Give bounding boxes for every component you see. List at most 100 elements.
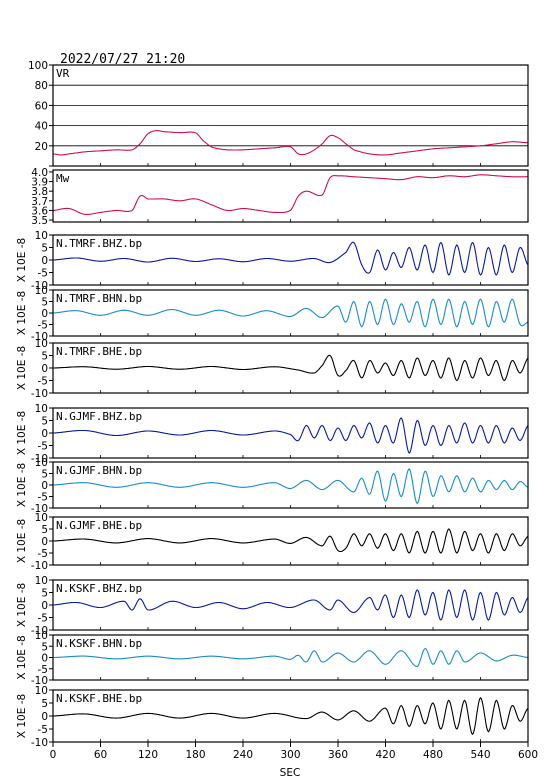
y-tick-label: 3.9: [31, 177, 48, 189]
series-label: VR: [56, 67, 70, 80]
panel-frame: [52, 169, 529, 223]
series-label: N.GJMF.BHZ.bp: [56, 410, 142, 423]
y-axis-label: X 10E -8: [16, 583, 28, 627]
y-tick-label: 10: [35, 685, 48, 697]
panel-0: 20 40 60 80 100 VR: [28, 60, 529, 167]
series-label: N.KSKF.BHZ.bp: [56, 582, 142, 595]
y-tick-label: 100: [28, 60, 48, 72]
y-tick-label: 10: [35, 230, 48, 242]
y-tick-label: 5: [41, 416, 48, 428]
series-line: [53, 174, 528, 215]
x-tick-label: 0: [50, 749, 57, 761]
y-tick-label: 5: [41, 351, 48, 363]
series-line: [53, 528, 529, 554]
y-axis-label: X 10E -8: [16, 346, 28, 390]
series-line: [53, 130, 529, 156]
series-label: N.TMRF.BHN.bp: [56, 292, 142, 305]
y-tick-label: 0: [41, 363, 48, 375]
y-tick-label: 4.0: [31, 167, 48, 179]
y-tick-label: 0: [41, 600, 48, 612]
y-tick-label: -10: [31, 737, 48, 749]
y-tick-label: -10: [31, 331, 48, 343]
series-label: N.GJMF.BHE.bp: [56, 519, 142, 532]
series-line: [53, 647, 529, 668]
y-tick-label: 5: [41, 297, 48, 309]
x-tick-label: 360: [328, 749, 348, 761]
y-tick-label: 0: [41, 428, 48, 440]
y-axis-label: X 10E -8: [16, 238, 28, 282]
y-axis-label: X 10E -8: [16, 694, 28, 738]
series-line: [53, 354, 529, 382]
y-tick-label: 5: [41, 469, 48, 481]
series-label: Mw: [56, 172, 70, 185]
x-axis: 0 60 120 180 240 300 360 420 480 540 600: [50, 742, 538, 761]
x-axis-label: SEC: [280, 767, 301, 779]
y-tick-label: -5: [38, 613, 48, 625]
series-label: N.TMRF.BHE.bp: [56, 345, 142, 358]
y-tick-label: 0: [41, 536, 48, 548]
y-tick-label: -5: [38, 724, 48, 736]
y-tick-label: -10: [31, 675, 48, 687]
series-label: N.TMRF.BHZ.bp: [56, 237, 142, 250]
y-axis-label: X 10E -8: [16, 411, 28, 455]
y-tick-label: -5: [38, 441, 48, 453]
x-tick-label: 600: [518, 749, 538, 761]
y-tick-label: -5: [38, 268, 48, 280]
series-label: N.GJMF.BHN.bp: [56, 464, 142, 477]
y-tick-label: 0: [41, 711, 48, 723]
x-tick-label: 240: [233, 749, 253, 761]
x-tick-label: 120: [138, 749, 158, 761]
y-tick-label: 20: [35, 141, 48, 153]
x-tick-label: 300: [280, 749, 300, 761]
y-tick-label: 5: [41, 698, 48, 710]
y-axis-label: X 10E -8: [16, 291, 28, 335]
y-axis-label: X 10E -8: [16, 463, 28, 507]
y-tick-label: -10: [31, 560, 48, 572]
y-tick-label: -10: [31, 625, 48, 637]
y-tick-label: 5: [41, 588, 48, 600]
y-tick-label: 5: [41, 243, 48, 255]
y-tick-label: 10: [35, 285, 48, 297]
y-tick-label: -10: [31, 280, 48, 292]
y-tick-label: 60: [35, 100, 48, 112]
x-tick-label: 420: [375, 749, 395, 761]
y-tick-label: -10: [31, 453, 48, 465]
y-tick-label: -5: [38, 376, 48, 388]
y-tick-label: 10: [35, 338, 48, 350]
y-tick-label: 80: [35, 80, 48, 92]
panel-1: 3.53.63.73.83.94.0 Mw: [31, 167, 529, 227]
series-label: N.KSKF.BHE.bp: [56, 692, 142, 705]
y-tick-label: 0: [41, 308, 48, 320]
y-tick-label: -5: [38, 548, 48, 560]
y-tick-label: 3.6: [31, 205, 48, 217]
y-tick-label: -5: [38, 492, 48, 504]
y-tick-label: 0: [41, 255, 48, 267]
y-tick-label: 5: [41, 641, 48, 653]
x-tick-label: 60: [94, 749, 107, 761]
series-line: [53, 241, 529, 276]
series-label: N.KSKF.BHN.bp: [56, 637, 142, 650]
y-axis-label: X 10E -8: [16, 519, 28, 563]
y-tick-label: 10: [35, 512, 48, 524]
y-tick-label: 3.7: [31, 196, 48, 208]
y-tick-label: 10: [35, 630, 48, 642]
x-tick-label: 480: [423, 749, 443, 761]
y-tick-label: 10: [35, 403, 48, 415]
x-tick-label: 540: [470, 749, 490, 761]
y-axis-label: X 10E -8: [16, 635, 28, 679]
y-tick-label: 10: [35, 457, 48, 469]
y-tick-label: -5: [38, 320, 48, 332]
series-line: [53, 417, 529, 454]
y-tick-label: 0: [41, 480, 48, 492]
